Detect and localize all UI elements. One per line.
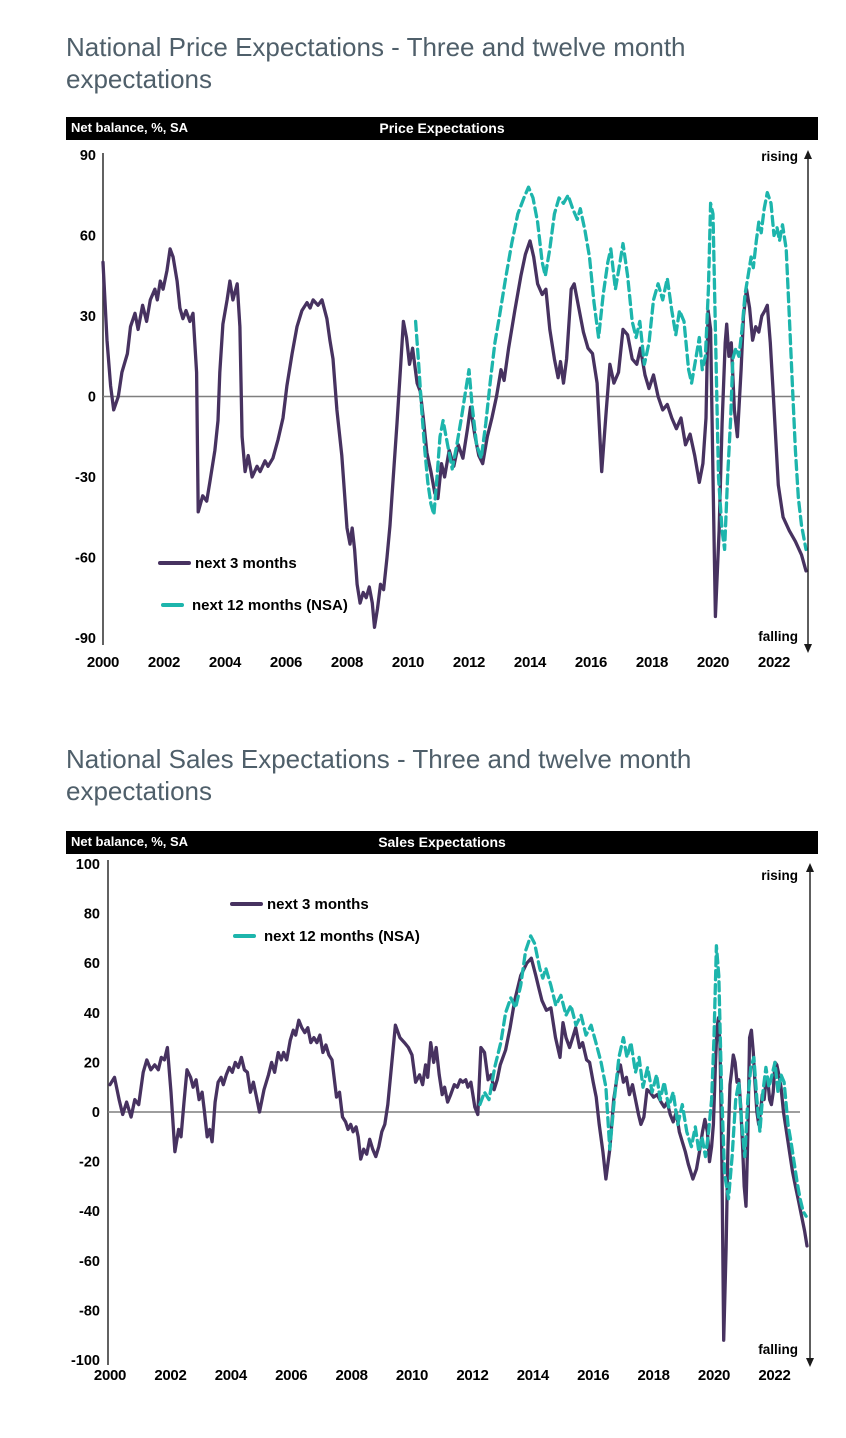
y-tick-label: -40 [79, 1204, 100, 1220]
chart-title: Sales Expectations [378, 834, 506, 850]
sales-chart-area: 100 80 60 40 20 0 -20 -40 -60 -80 -100 2000 2002 2004… [0, 830, 846, 1415]
legend-label: next 3 months [267, 895, 369, 913]
x-tick-label: 2018 [636, 654, 668, 671]
x-tick-label: 2016 [577, 1367, 609, 1384]
x-tick-label: 2014 [517, 1367, 550, 1384]
y-tick-label: -80 [79, 1303, 100, 1319]
x-tick-label: 2018 [638, 1367, 670, 1384]
y-tick-label: 0 [92, 1105, 100, 1121]
dashed-line-swatch [233, 934, 256, 938]
y-tick-label: 90 [80, 148, 96, 164]
legend-label: next 3 months [195, 554, 297, 572]
rising-label: rising [761, 868, 798, 883]
legend-label: next 12 months (NSA) [264, 927, 420, 945]
axis-units-label: Net balance, %, SA [71, 834, 189, 849]
y-tick-label: 60 [80, 229, 96, 245]
falling-label: falling [758, 629, 798, 644]
series-line-next-12-months-nsa [413, 185, 808, 552]
y-tick-label: 30 [80, 309, 96, 325]
falling-label: falling [758, 1342, 798, 1357]
x-tick-label: 2010 [396, 1367, 428, 1384]
x-tick-label: 2020 [698, 1367, 730, 1384]
x-tick-label: 2022 [758, 654, 790, 671]
legend-label: next 12 months (NSA) [192, 596, 348, 614]
y-tick-label: 40 [84, 1006, 100, 1022]
legend-sales: next 3 months next 12 months (NSA) [230, 896, 420, 960]
trend-arrow-down-head [804, 644, 812, 653]
y-tick-label: 20 [84, 1055, 100, 1071]
chart-title: Price Expectations [379, 120, 505, 136]
dashed-line-swatch [161, 603, 184, 607]
legend-item-next-12-months: next 12 months (NSA) [230, 927, 420, 945]
series-line-next-3-months [108, 956, 809, 1342]
x-tick-label: 2004 [209, 654, 242, 671]
y-tick-label: 0 [88, 390, 96, 406]
chart-header-sales: Net balance, %, SA Sales Expectations [66, 831, 818, 854]
x-tick-label: 2010 [392, 654, 424, 671]
solid-line-swatch [230, 902, 263, 906]
x-tick-label: 2006 [275, 1367, 307, 1384]
y-tick-label: -100 [71, 1353, 100, 1369]
y-tick-label: -60 [75, 550, 96, 566]
legend-item-next-12-months: next 12 months (NSA) [158, 596, 348, 614]
x-tick-label: 2006 [270, 654, 302, 671]
x-tick-label: 2008 [331, 654, 363, 671]
x-tick-label: 2016 [575, 654, 607, 671]
y-tick-label: 80 [84, 907, 100, 923]
y-tick-label: -60 [79, 1254, 100, 1270]
trend-arrow-up-head [806, 863, 814, 872]
axis-units-label: Net balance, %, SA [71, 120, 189, 135]
x-tick-label: 2020 [697, 654, 729, 671]
solid-line-swatch [158, 561, 191, 565]
trend-arrow-up-head [804, 150, 812, 159]
x-tick-label: 2002 [148, 654, 180, 671]
legend-item-next-3-months: next 3 months [230, 895, 420, 913]
x-tick-label: 2000 [87, 654, 119, 671]
x-tick-label: 2002 [154, 1367, 186, 1384]
chart-header-price: Net balance, %, SA Price Expectations [66, 117, 818, 140]
price-chart-area: 90 60 30 0 -30 -60 -90 2000 2002 2004 2006 2008 2010… [0, 140, 846, 700]
trend-arrow-down-head [806, 1358, 814, 1367]
y-tick-label: -90 [75, 631, 96, 647]
x-tick-label: 2004 [215, 1367, 248, 1384]
y-tick-label: 100 [76, 857, 100, 873]
x-tick-label: 2014 [514, 654, 547, 671]
x-tick-label: 2000 [94, 1367, 126, 1384]
page-title-price: National Price Expectations - Three and … [66, 32, 686, 94]
series-line-next-12-months-nsa [478, 934, 808, 1218]
x-tick-label: 2022 [758, 1367, 790, 1384]
legend-item-next-3-months: next 3 months [158, 554, 348, 572]
x-tick-label: 2008 [336, 1367, 368, 1384]
y-tick-label: -20 [79, 1155, 100, 1171]
page-title-sales: National Sales Expectations - Three and … [66, 744, 692, 806]
x-tick-label: 2012 [453, 654, 485, 671]
legend-price: next 3 months next 12 months (NSA) [158, 555, 348, 639]
rising-label: rising [761, 149, 798, 164]
y-tick-label: 60 [84, 956, 100, 972]
y-tick-label: -30 [75, 470, 96, 486]
x-tick-label: 2012 [456, 1367, 488, 1384]
price-chart-canvas: 90 60 30 0 -30 -60 -90 2000 2002 2004 2006 2008 2010… [75, 148, 812, 671]
